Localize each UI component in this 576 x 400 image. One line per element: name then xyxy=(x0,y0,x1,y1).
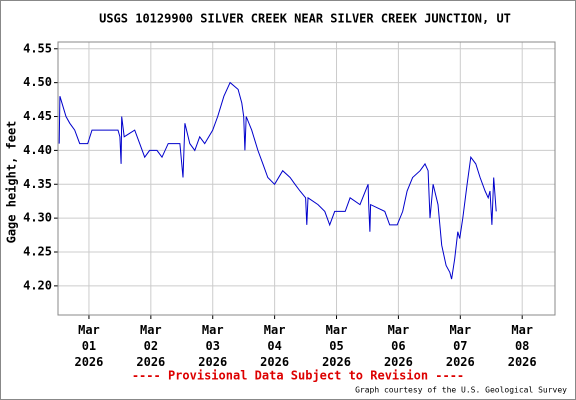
y-tick-label: 4.40 xyxy=(23,143,52,157)
credit: Graph courtesy of the U.S. Geological Su… xyxy=(355,386,567,395)
y-tick-label: 4.30 xyxy=(23,211,52,225)
y-tick-label: 4.55 xyxy=(23,41,52,55)
x-tick-label: Mar 07 2026 xyxy=(445,323,475,369)
x-tick-label: Mar 04 2026 xyxy=(260,323,290,369)
y-tick-label: 4.35 xyxy=(23,177,52,191)
annotation: ---- Provisional Data Subject to Revisio… xyxy=(132,369,464,383)
y-tick-label: 4.20 xyxy=(23,278,52,292)
x-tick-label: Mar 06 2026 xyxy=(383,323,413,369)
y-tick-label: 4.45 xyxy=(23,109,52,123)
plot-area xyxy=(58,42,555,315)
chart-title: USGS 10129900 SILVER CREEK NEAR SILVER C… xyxy=(99,12,511,26)
y-axis-label: Gage height, feet xyxy=(5,121,19,244)
x-tick-label: Mar 02 2026 xyxy=(136,323,166,369)
x-tick-label: Mar 05 2026 xyxy=(322,323,351,369)
y-tick-label: 4.25 xyxy=(23,245,52,259)
data-line xyxy=(58,81,497,280)
plot-border xyxy=(57,41,556,316)
y-tick-label: 4.50 xyxy=(23,75,52,89)
x-tick-label: Mar 01 2026 xyxy=(74,323,104,369)
x-tick-label: Mar 08 2026 xyxy=(507,323,537,369)
x-tick-label: Mar 03 2026 xyxy=(198,323,228,369)
